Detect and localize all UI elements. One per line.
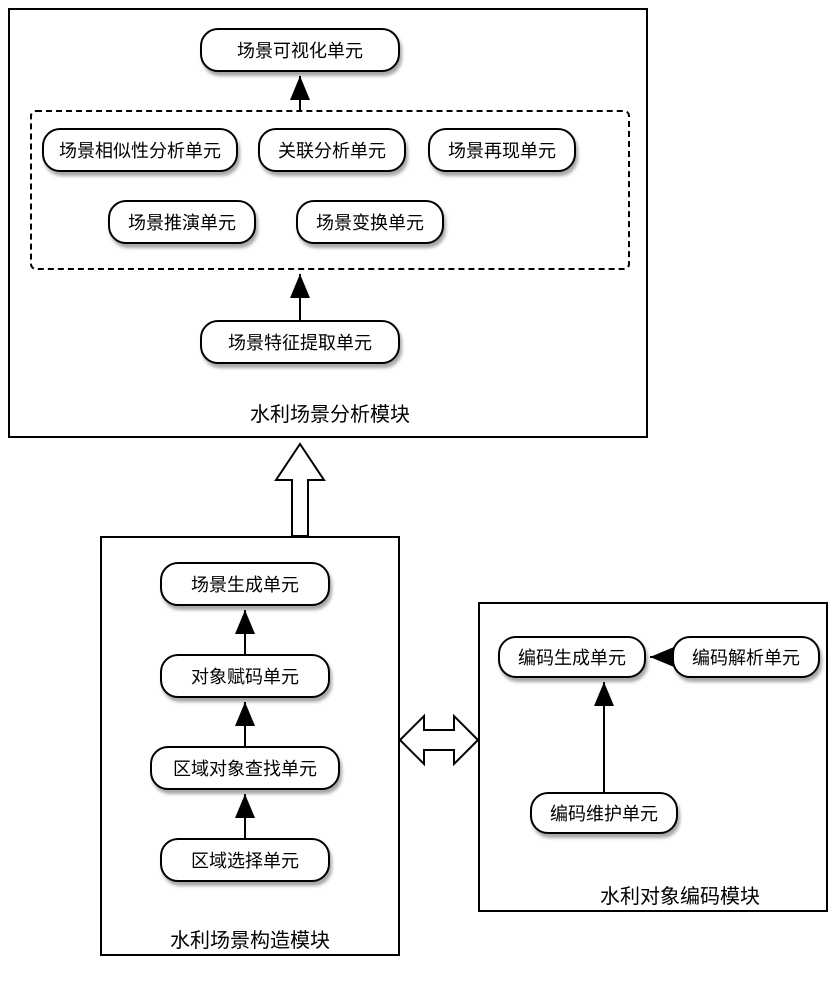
node-region-select: 区域选择单元 (160, 838, 330, 882)
node-enc-maint: 编码维护单元 (530, 792, 678, 834)
node-label: 区域选择单元 (191, 847, 299, 873)
node-similarity: 场景相似性分析单元 (42, 128, 238, 172)
node-feature-extract: 场景特征提取单元 (200, 320, 400, 364)
node-label: 场景可视化单元 (237, 37, 363, 63)
node-label: 编码生成单元 (518, 644, 626, 670)
node-label: 编码维护单元 (550, 800, 658, 826)
node-enc-gen: 编码生成单元 (498, 636, 646, 678)
node-label: 编码解析单元 (692, 644, 800, 670)
node-scene-gen: 场景生成单元 (160, 562, 330, 606)
encoding-module-label: 水利对象编码模块 (600, 880, 760, 909)
node-deduction: 场景推演单元 (108, 200, 256, 244)
node-label: 场景推演单元 (128, 209, 236, 235)
node-label: 场景特征提取单元 (228, 329, 372, 355)
node-region-find: 区域对象查找单元 (150, 746, 340, 790)
analysis-module-label: 水利场景分析模块 (250, 398, 410, 427)
node-label: 场景再现单元 (448, 137, 556, 163)
node-label: 场景生成单元 (191, 571, 299, 597)
node-label: 场景变换单元 (316, 209, 424, 235)
node-reproduction: 场景再现单元 (428, 128, 576, 172)
node-label: 关联分析单元 (278, 137, 386, 163)
node-label: 对象赋码单元 (191, 663, 299, 689)
node-enc-parse: 编码解析单元 (672, 636, 820, 678)
node-label: 场景相似性分析单元 (59, 137, 221, 163)
node-association: 关联分析单元 (258, 128, 406, 172)
node-visualization: 场景可视化单元 (200, 28, 400, 72)
node-assign-code: 对象赋码单元 (160, 654, 330, 698)
node-label: 区域对象查找单元 (173, 755, 317, 781)
node-transform: 场景变换单元 (296, 200, 444, 244)
construct-module-label: 水利场景构造模块 (170, 924, 330, 953)
